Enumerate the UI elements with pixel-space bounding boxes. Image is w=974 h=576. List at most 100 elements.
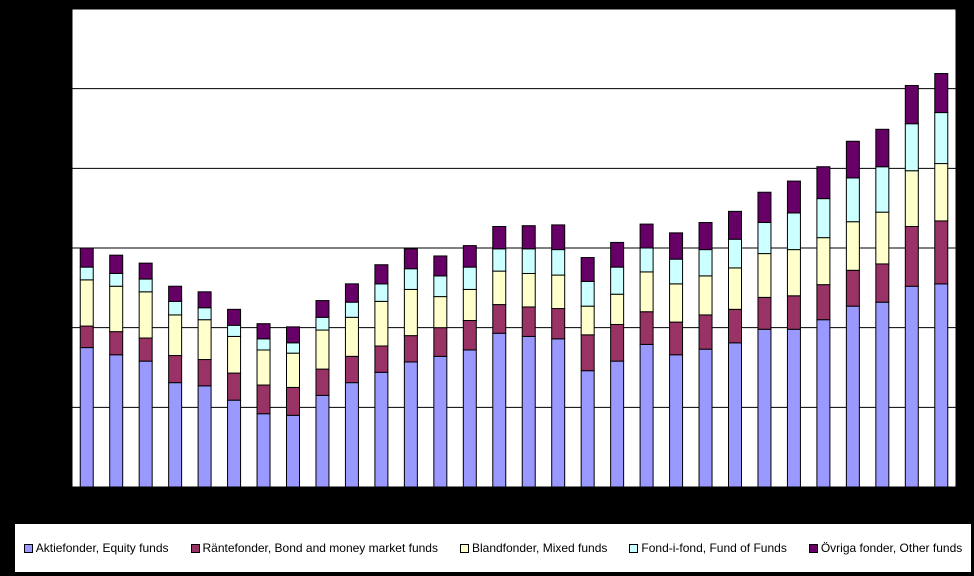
bar-segment-series-2-cat-13 (433, 327, 448, 357)
bar-segment-series-5-cat-15 (492, 225, 507, 250)
bar-segment-series-5-cat-23 (728, 210, 742, 240)
bar-segment-series-2-cat-2 (109, 331, 124, 356)
bar-segment-series-4-cat-16 (521, 248, 536, 274)
bar-segment-series-4-cat-1 (79, 266, 94, 281)
bar-segment-series-1-cat-2 (109, 354, 124, 488)
bar-segment-series-5-cat-1 (79, 247, 94, 268)
bar-segment-series-2-cat-4 (168, 355, 183, 384)
bar-segment-series-2-cat-3 (138, 337, 153, 362)
bar-segment-series-3-cat-20 (639, 271, 654, 313)
bar-segment-series-4-cat-17 (551, 249, 566, 276)
bar-segment-series-4-cat-8 (286, 342, 300, 354)
bar-segment-series-3-cat-9 (315, 329, 330, 370)
bar-segment-series-4-cat-5 (197, 307, 212, 321)
bar-segment-series-5-cat-7 (256, 323, 271, 340)
legend-item-3: Blandfonder, Mixed funds (459, 541, 608, 555)
bar-segment-series-3-cat-25 (786, 249, 801, 297)
legend-label: Övriga fonder, Other funds (820, 541, 963, 555)
bar-segment-series-3-cat-11 (374, 300, 389, 347)
bar-segment-series-1-cat-6 (227, 399, 242, 488)
bar-segment-series-3-cat-12 (403, 288, 418, 337)
bar-segment-series-4-cat-12 (403, 268, 418, 290)
bar-segment-series-4-cat-27 (845, 177, 860, 223)
bar-segment-series-5-cat-3 (138, 262, 153, 280)
bar-segment-series-4-cat-18 (580, 280, 595, 307)
bar-segment-series-3-cat-17 (551, 274, 566, 310)
bar-segment-series-1-cat-23 (728, 342, 742, 488)
bar-segment-series-1-cat-11 (374, 371, 389, 488)
bar-segment-series-4-cat-10 (344, 301, 359, 318)
bar-segment-series-2-cat-22 (698, 314, 713, 350)
bar-segment-series-2-cat-5 (197, 359, 212, 387)
bar-segment-series-1-cat-3 (138, 360, 153, 488)
bar-segment-series-2-cat-15 (492, 304, 507, 334)
bar-segment-series-4-cat-20 (639, 247, 654, 273)
bar-segment-series-3-cat-22 (698, 275, 713, 316)
bar-segment-series-2-cat-7 (256, 384, 271, 415)
bar-segment-series-2-cat-10 (344, 355, 359, 384)
legend-swatch (23, 543, 33, 553)
bar-segment-series-1-cat-16 (521, 335, 536, 488)
bar-segment-series-5-cat-19 (610, 241, 625, 268)
bar-segment-series-3-cat-2 (109, 285, 124, 333)
legend-swatch (629, 543, 639, 553)
bar-segment-series-4-cat-28 (875, 166, 890, 213)
bar-segment-series-5-cat-2 (109, 254, 124, 274)
bar-segment-series-3-cat-21 (669, 283, 684, 323)
legend-swatch (190, 543, 200, 553)
bar-segment-series-3-cat-6 (227, 335, 242, 374)
bar-segment-series-5-cat-13 (433, 255, 448, 277)
bar-segment-series-1-cat-20 (639, 343, 654, 488)
bar-segment-series-3-cat-16 (521, 272, 536, 308)
bar-segment-series-1-cat-25 (786, 328, 801, 488)
bar-segment-series-1-cat-19 (610, 360, 625, 488)
bar-segment-series-5-cat-11 (374, 264, 389, 285)
bar-segment-series-2-cat-28 (875, 263, 890, 303)
bar-segment-series-1-cat-4 (168, 382, 183, 488)
bar-segment-series-5-cat-4 (168, 285, 183, 302)
bar-segment-series-4-cat-7 (256, 338, 271, 351)
bar-segment-series-4-cat-30 (934, 112, 949, 165)
bar-segment-series-3-cat-13 (433, 296, 448, 329)
bar-segment-series-3-cat-10 (344, 316, 359, 357)
legend-swatch (459, 543, 469, 553)
bar-segment-series-1-cat-5 (197, 385, 212, 488)
bar-segment-series-2-cat-23 (728, 308, 742, 344)
bar-segment-series-1-cat-21 (669, 354, 684, 488)
bar-segment-series-2-cat-27 (845, 269, 860, 307)
bar-segment-series-5-cat-21 (669, 232, 684, 260)
bar-segment-series-1-cat-10 (344, 382, 359, 488)
legend-item-5: Övriga fonder, Other funds (808, 541, 963, 555)
bar-segment-series-5-cat-16 (521, 225, 536, 250)
bar-segment-series-3-cat-15 (492, 270, 507, 306)
bar-segment-series-2-cat-19 (610, 323, 625, 362)
bar-segment-series-3-cat-27 (845, 221, 860, 271)
bar-segment-series-3-cat-18 (580, 305, 595, 336)
bar-segment-series-3-cat-4 (168, 314, 183, 357)
bar-segment-series-4-cat-11 (374, 283, 389, 302)
bar-segment-series-5-cat-14 (462, 245, 477, 268)
legend-item-4: Fond-i-fond, Fund of Funds (629, 541, 787, 555)
bar-segment-series-1-cat-28 (875, 301, 890, 488)
bar-segment-series-1-cat-1 (79, 347, 94, 488)
bar-segment-series-1-cat-24 (757, 328, 772, 488)
legend-label: Blandfonder, Mixed funds (471, 541, 608, 555)
bar-segment-series-2-cat-16 (521, 306, 536, 337)
legend-label: Aktiefonder, Equity funds (35, 541, 169, 555)
bar-segment-series-2-cat-30 (934, 220, 949, 285)
bar-segment-series-3-cat-29 (904, 170, 919, 227)
legend-label: Fond-i-fond, Fund of Funds (641, 541, 787, 555)
bar-segment-series-5-cat-5 (197, 291, 212, 309)
bar-segment-series-3-cat-5 (197, 319, 212, 361)
bar-segment-series-1-cat-26 (816, 319, 831, 488)
bar-segment-series-5-cat-26 (816, 166, 831, 200)
bar-segment-series-4-cat-9 (315, 316, 330, 331)
plot-border (71, 8, 957, 488)
bar-segment-series-2-cat-8 (286, 386, 300, 416)
bar-segment-series-1-cat-13 (433, 355, 448, 488)
bar-segment-series-3-cat-24 (757, 253, 772, 298)
bar-segment-series-1-cat-8 (286, 414, 300, 488)
bar-segment-series-2-cat-29 (904, 225, 919, 287)
bar-segment-series-4-cat-26 (816, 198, 831, 239)
